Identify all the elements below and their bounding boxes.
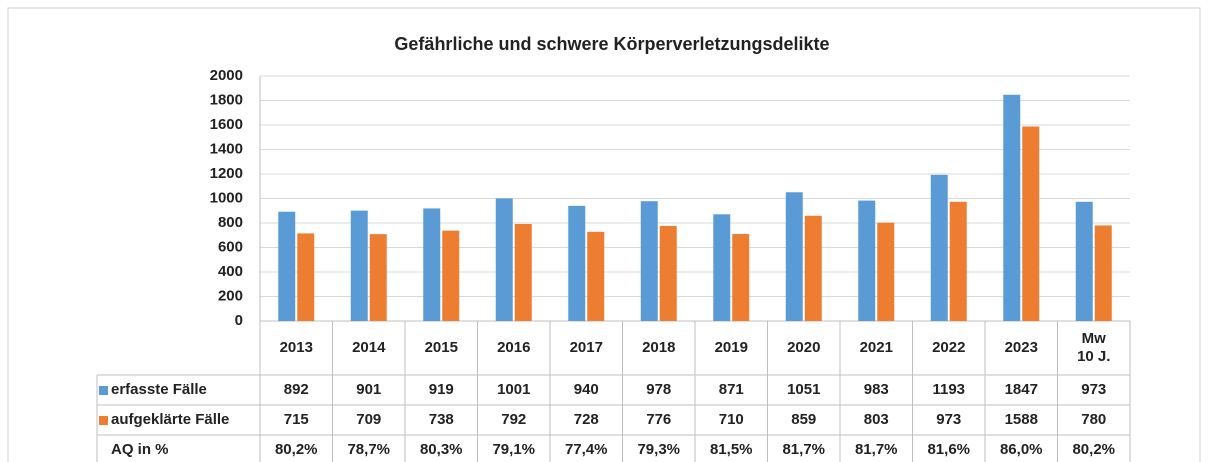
bar: [930, 174, 948, 321]
bar: [350, 210, 368, 321]
table-value: 1588: [1004, 411, 1038, 428]
table-value: 78,7%: [347, 441, 391, 458]
bar: [804, 215, 822, 321]
y-tick-label: 1000: [210, 189, 243, 206]
table-value: 86,0%: [999, 441, 1043, 458]
x-tick-label: 2020: [787, 339, 821, 356]
table-value: 715: [283, 411, 309, 428]
bar: [278, 211, 296, 321]
bar: [568, 205, 586, 321]
x-tick-label: 2013: [279, 339, 313, 356]
chart-title: Gefährliche und schwere Körperverletzung…: [394, 34, 829, 54]
table-value: 776: [646, 411, 672, 428]
legend-entry: aufgeklärte Fälle: [97, 405, 262, 435]
table-value: 901: [356, 381, 382, 398]
table-value: 80,2%: [274, 441, 318, 458]
x-tick-label: 2019: [714, 339, 748, 356]
bar: [1022, 126, 1040, 321]
y-tick-label: 1400: [210, 140, 243, 157]
table-value: 983: [863, 381, 889, 398]
table-value: 738: [428, 411, 454, 428]
bar: [369, 234, 387, 321]
x-tick-label: Mw 10 J.: [1077, 330, 1111, 365]
legend-label: aufgeklärte Fälle: [111, 411, 230, 428]
y-tick-label: 600: [218, 238, 243, 255]
x-tick-label: 2016: [497, 339, 531, 356]
table-value: 973: [1081, 381, 1107, 398]
bar: [495, 198, 513, 321]
x-tick-label: 2017: [569, 339, 603, 356]
table-value: 79,3%: [637, 441, 681, 458]
legend-entry: erfasste Fälle: [97, 375, 262, 405]
table-value: 710: [718, 411, 744, 428]
y-tick-label: 1800: [210, 91, 243, 108]
bar: [659, 225, 677, 321]
y-tick-label: 800: [218, 214, 243, 231]
bar: [858, 200, 876, 321]
x-tick-label: 2014: [352, 339, 386, 356]
table-value: 80,2%: [1072, 441, 1116, 458]
table-value: 973: [936, 411, 962, 428]
y-tick-label: 0: [235, 312, 243, 329]
x-tick-label: 2015: [424, 339, 458, 356]
table-value: 919: [428, 381, 454, 398]
table-value: 79,1%: [492, 441, 536, 458]
table-value: 709: [356, 411, 382, 428]
bar: [877, 222, 895, 321]
x-tick-label: 2023: [1004, 339, 1038, 356]
table-value: 80,3%: [419, 441, 463, 458]
table-value: 1193: [932, 381, 966, 398]
table-value: 1847: [1004, 381, 1038, 398]
table-value: 940: [573, 381, 599, 398]
bar: [713, 214, 731, 321]
table-value: 1001: [497, 381, 531, 398]
x-tick-label: 2021: [859, 339, 893, 356]
y-tick-label: 1200: [210, 165, 243, 182]
bar: [1075, 201, 1093, 321]
table-value: 792: [501, 411, 527, 428]
table-value: 978: [646, 381, 672, 398]
legend-label: erfasste Fälle: [111, 381, 207, 398]
bar: [1003, 94, 1021, 322]
bar: [785, 192, 803, 321]
bar: [587, 231, 605, 321]
table-value: 81,7%: [782, 441, 826, 458]
table-value: 81,7%: [854, 441, 898, 458]
x-tick-label: 2022: [932, 339, 966, 356]
bar: [514, 223, 532, 321]
table-value: 77,4%: [564, 441, 608, 458]
table-value: 780: [1081, 411, 1107, 428]
legend-swatch: [99, 385, 108, 395]
table-value: 1051: [787, 381, 821, 398]
table-value: 892: [283, 381, 309, 398]
row-label: AQ in %: [111, 441, 169, 458]
bar: [732, 234, 750, 321]
bar: [949, 201, 967, 321]
y-tick-label: 200: [218, 287, 243, 304]
bar: [297, 233, 315, 321]
bar: [1094, 225, 1112, 321]
frame: [7, 7, 1201, 462]
table-value: 803: [863, 411, 889, 428]
y-tick-label: 1600: [210, 116, 243, 133]
table-value: 871: [718, 381, 744, 398]
table-value: 728: [573, 411, 599, 428]
bar: [640, 201, 658, 321]
table-value: 81,5%: [709, 441, 753, 458]
x-tick-label: 2018: [642, 339, 676, 356]
y-tick-label: 2000: [210, 67, 243, 84]
y-tick-label: 400: [218, 263, 243, 280]
table-value: 81,6%: [927, 441, 971, 458]
bar: [442, 230, 460, 321]
bar: [423, 208, 441, 321]
table-value: 859: [791, 411, 817, 428]
legend-swatch: [99, 415, 108, 425]
